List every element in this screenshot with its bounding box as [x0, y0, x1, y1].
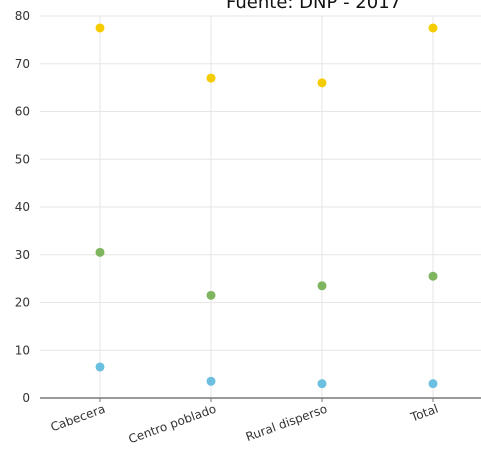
y-tick-label: 50 — [15, 152, 30, 166]
data-point[interactable] — [317, 78, 327, 88]
y-tick-label: 70 — [15, 57, 30, 71]
y-tick-label: 30 — [15, 248, 30, 262]
y-tick-labels: 0 10 20 30 40 50 60 70 80 — [15, 9, 30, 405]
gridlines — [40, 15, 481, 398]
data-point[interactable] — [317, 281, 327, 291]
x-tick-label: Total — [408, 402, 440, 425]
y-tick-label: 10 — [15, 343, 30, 357]
data-point[interactable] — [95, 23, 105, 33]
data-point[interactable] — [428, 271, 438, 281]
y-tick-label: 60 — [15, 105, 30, 119]
y-tick-label: 40 — [15, 200, 30, 214]
axes — [40, 397, 481, 402]
source-note: Fuente: DNP - 2017 — [226, 0, 402, 13]
y-tick-label: 20 — [15, 296, 30, 310]
data-point[interactable] — [206, 73, 216, 83]
data-point[interactable] — [428, 379, 438, 389]
x-tick-label: Rural disperso — [244, 402, 329, 444]
y-tick-label: 0 — [22, 391, 30, 405]
x-tick-labels: Cabecera Centro poblado Rural disperso Tota… — [49, 402, 440, 447]
data-point[interactable] — [95, 247, 105, 257]
data-point[interactable] — [428, 23, 438, 33]
data-points — [95, 23, 438, 389]
x-tick-label: Cabecera — [49, 402, 107, 435]
y-tick-label: 80 — [15, 9, 30, 23]
data-point[interactable] — [206, 376, 216, 386]
data-point[interactable] — [95, 362, 105, 372]
data-point[interactable] — [206, 290, 216, 300]
data-point[interactable] — [317, 379, 327, 389]
x-tick-label: Centro poblado — [127, 402, 218, 447]
